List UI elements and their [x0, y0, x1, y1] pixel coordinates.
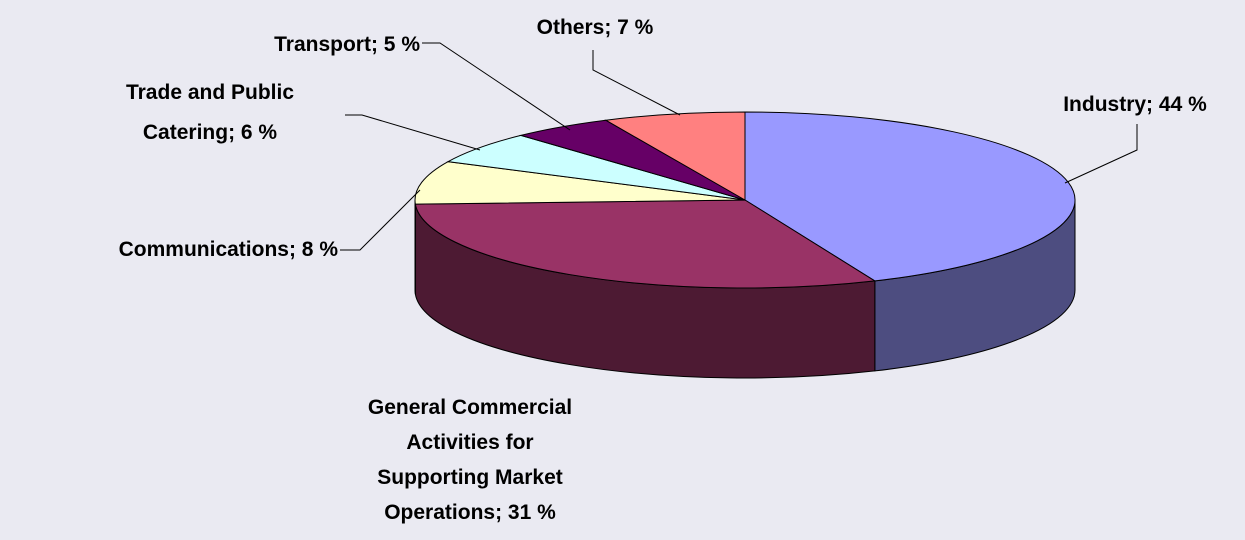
slice — [604, 111, 746, 201]
slice — [744, 111, 1076, 282]
data-label: Trade and Public Catering; 6 % — [126, 81, 294, 144]
leader-line — [422, 42, 571, 131]
leader-line — [1064, 124, 1138, 184]
leader-line — [340, 189, 421, 251]
data-label: Industry; 44 % — [1063, 93, 1207, 116]
data-label: Transport; 5 % — [274, 33, 420, 56]
data-label: Communications; 8 % — [119, 238, 339, 261]
slice — [446, 134, 746, 201]
slice — [414, 161, 746, 205]
data-label: General Commercial Activities for Supporti… — [368, 396, 572, 524]
slice — [414, 199, 877, 289]
leader-line — [592, 50, 681, 116]
data-label: Others; 7 % — [537, 16, 654, 39]
leader-line — [345, 114, 481, 151]
